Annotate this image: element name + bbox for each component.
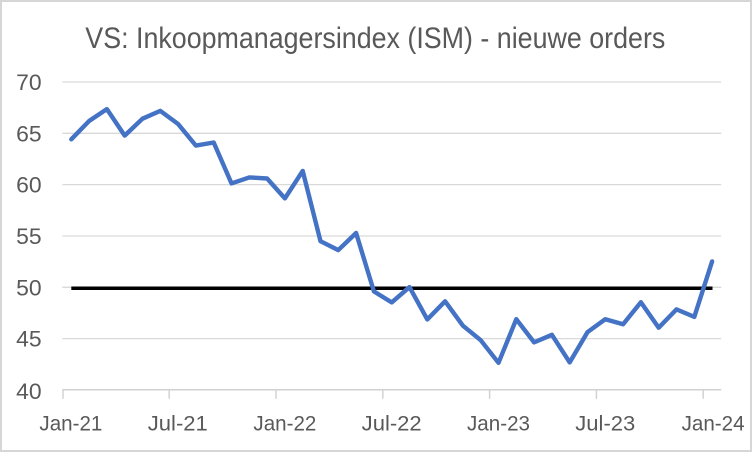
svg-text:45: 45: [16, 327, 42, 352]
svg-text:Jan-23: Jan-23: [467, 412, 530, 436]
svg-text:40: 40: [16, 379, 42, 404]
svg-text:65: 65: [16, 121, 42, 146]
svg-text:70: 70: [16, 70, 42, 95]
svg-text:55: 55: [16, 224, 42, 249]
svg-text:Jan-24: Jan-24: [682, 412, 745, 436]
svg-text:60: 60: [16, 173, 42, 198]
svg-text:Jan-22: Jan-22: [253, 412, 316, 436]
svg-text:50: 50: [16, 275, 42, 300]
svg-text:Jul-23: Jul-23: [575, 412, 635, 436]
svg-text:Jul-22: Jul-22: [362, 412, 422, 436]
svg-text:VS: Inkoopmanagersindex (ISM): VS: Inkoopmanagersindex (ISM) - nieuwe o…: [85, 22, 665, 55]
svg-text:Jul-21: Jul-21: [148, 412, 208, 436]
svg-text:Jan-21: Jan-21: [39, 412, 102, 436]
